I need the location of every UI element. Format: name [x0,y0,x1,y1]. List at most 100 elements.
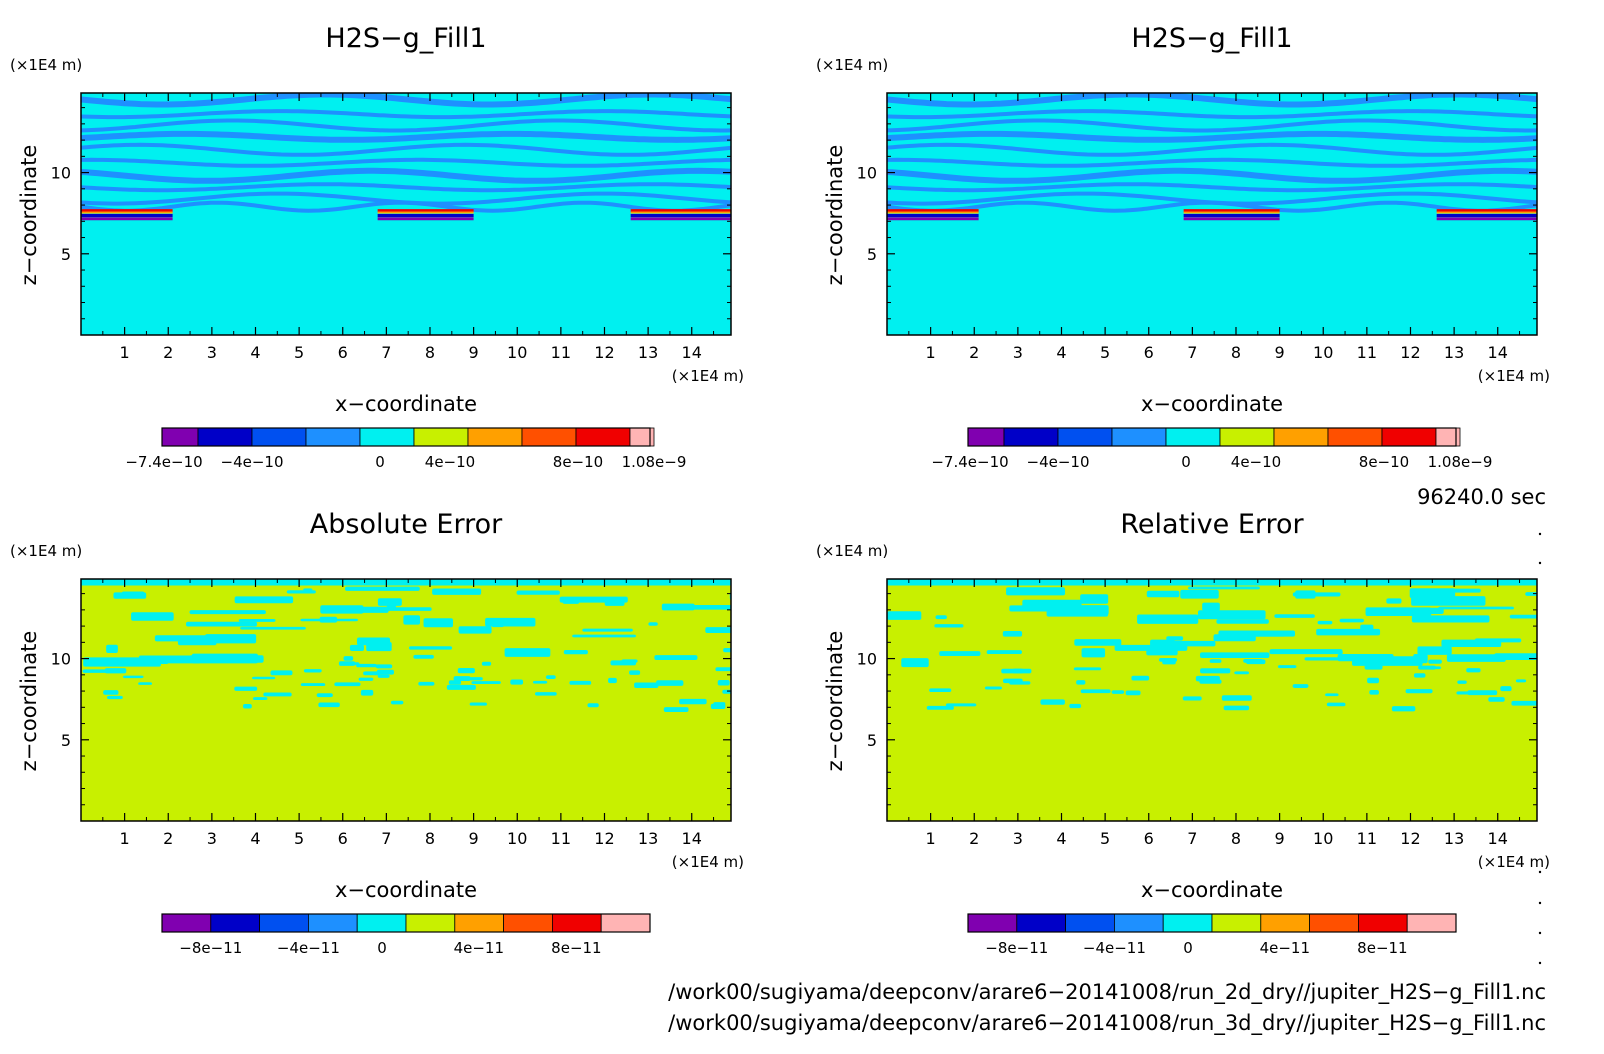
colorbar-frame [161,913,651,933]
error-patch [582,628,633,632]
error-patch [189,655,264,663]
error-patch [1360,624,1374,632]
x-tick-label: 8 [1231,829,1241,848]
error-patch [1511,700,1537,706]
x-axis-label: x−coordinate [1141,392,1283,416]
error-patch [1369,690,1379,695]
error-patch [318,702,340,708]
y-unit-label: (×1E4 m) [816,542,888,560]
x-axis-label: x−coordinate [335,392,477,416]
colorbar-swatch [600,913,651,933]
error-patch [205,634,257,644]
x-tick-label: 6 [338,343,348,362]
error-patch [1274,614,1315,618]
contour-band [81,130,731,143]
error-patch [1197,610,1266,620]
x-tick-label: 13 [1444,343,1464,362]
error-patch [1188,586,1260,590]
error-patch [1001,668,1032,674]
x-unit-label: (×1E4 m) [672,853,744,871]
x-tick-label: 2 [163,829,173,848]
error-patch [545,675,556,680]
colorbar-swatch [161,427,199,447]
y-tick-label: 10 [857,650,877,669]
error-patch [356,637,391,646]
error-patch [1114,644,1188,651]
error-patch [363,671,381,676]
error-patch [1457,680,1467,684]
error-patch [621,659,638,663]
x-tick-label: 5 [294,343,304,362]
error-patch [238,618,276,622]
error-patch [504,648,551,657]
gradient-layer-orange [377,211,474,214]
colorbar: −8e−11 −4e−11 0 4e−11 8e−11 [967,913,1457,957]
contour-band [887,93,1537,108]
colorbar-tick-label: −7.4e−10 [125,453,202,471]
x-tick-label: 6 [338,829,348,848]
error-patch [934,624,964,628]
x-axis-label: x−coordinate [335,878,477,902]
gradient-layer-orange [81,211,173,214]
colorbar-swatch [1211,913,1262,933]
y-axis-label: z−coordinate [823,145,847,286]
colorbar-swatch [1065,913,1115,933]
x-tick-label: 8 [425,343,435,362]
error-patch [1515,679,1527,683]
error-patch [107,695,123,700]
error-patch [343,656,354,661]
colorbar-swatch [1357,913,1408,933]
error-patch [328,606,389,613]
error-patch [929,688,952,693]
chart-panel: H2S−g_Fill1(×1E4 m)1 2 3 4 5 6 7 8 9 10 11 12 13 1451… [816,23,1550,471]
gradient-layer-orange [630,211,731,214]
colorbar-swatch [251,427,307,447]
error-patch [1525,592,1537,596]
x-tick-label: 4 [250,343,260,362]
colorbar-swatch [1327,427,1383,447]
colorbar-swatch [197,427,253,447]
error-patch [360,689,374,696]
contour-band [887,200,1537,213]
error-patch [263,692,292,697]
error-patch [1438,606,1514,610]
error-patch [723,648,731,653]
x-tick-label: 6 [1144,829,1154,848]
colorbar-tick-label: 0 [377,939,387,957]
error-patch [510,679,524,685]
error-patch [1006,587,1066,596]
x-tick-label: 3 [207,343,217,362]
error-patch [234,596,294,604]
error-patch [1080,594,1109,604]
error-patch [1153,640,1216,647]
x-tick-label: 13 [638,343,658,362]
colorbar-tick-label: 4e−11 [1260,939,1310,957]
chart-panel: Absolute Error(×1E4 m)1 2 3 4 5 6 7 8 9 10 11 12 13 1… [10,509,744,957]
decorative-dots [1538,532,1542,965]
colorbar-swatch [575,427,631,447]
colorbar-tick-label: 8e−10 [553,453,603,471]
colorbar-swatch [405,913,456,933]
gradient-layer-purple [377,217,474,221]
error-patch [532,680,548,684]
gradient-layer-red [630,209,731,213]
error-patch [82,669,111,673]
colorbar-swatch [210,913,260,933]
chart-panel: Relative Error(×1E4 m)1 2 3 4 5 6 7 8 9 10 11 12 13 1… [816,509,1550,957]
error-patch [1199,652,1270,658]
colorbar-frame [161,427,651,447]
heatmap [887,93,1537,335]
y-tick-label: 10 [51,164,71,183]
colorbar-swatch [1016,913,1066,933]
x-tick-label: 3 [207,829,217,848]
error-patch [344,586,420,591]
colorbar-tick-label: 8e−11 [551,939,601,957]
colorbar-tick-label: 4e−10 [425,453,475,471]
contour-band [887,109,1537,120]
error-patch [1216,619,1269,624]
error-patch [1269,649,1343,655]
error-patch [1081,648,1106,658]
error-patch [300,683,326,686]
